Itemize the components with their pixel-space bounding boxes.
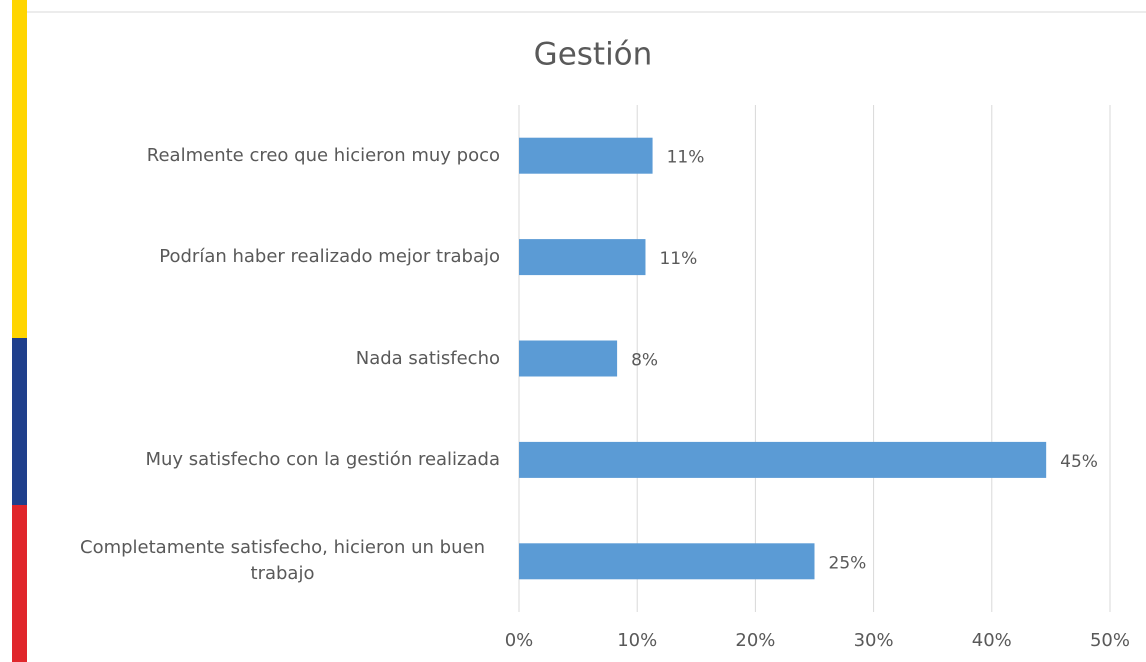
y-tick-text: Completamente satisfecho, hicieron un bu… [80,537,485,585]
y-tick-text: Muy satisfecho con la gestión realizada [145,448,500,470]
bar [519,543,815,580]
y-tick-label: Nada satisfecho [65,346,500,372]
stripe-blue [12,338,27,505]
chart-title: Gestión [534,37,653,73]
x-tick-label: 30% [854,630,894,651]
stripe-red [12,505,27,662]
x-tick-label: 0% [505,630,534,651]
y-tick-label: Podrían haber realizado mejor trabajo [65,244,500,270]
data-label: 8% [631,351,658,371]
y-tick-label: Completamente satisfecho, hicieron un bu… [65,535,500,587]
data-label: 11% [659,249,697,269]
data-label: 45% [1060,452,1098,472]
y-tick-label: Muy satisfecho con la gestión realizada [65,447,500,473]
x-tick-label: 10% [617,630,657,651]
y-tick-text: Podrían haber realizado mejor trabajo [159,246,500,268]
x-tick-label: 20% [735,630,775,651]
bar [519,340,618,377]
bar [519,239,646,276]
x-tick-label: 40% [972,630,1012,651]
bar [519,441,1047,478]
y-tick-label: Realmente creo que hicieron muy poco [65,143,500,169]
bar [519,137,653,174]
data-label: 11% [667,148,705,168]
y-tick-text: Nada satisfecho [355,347,500,369]
data-label: 25% [829,553,867,573]
stripe-yellow [12,0,27,338]
y-tick-text: Realmente creo que hicieron muy poco [146,144,500,166]
x-tick-label: 50% [1090,630,1130,651]
